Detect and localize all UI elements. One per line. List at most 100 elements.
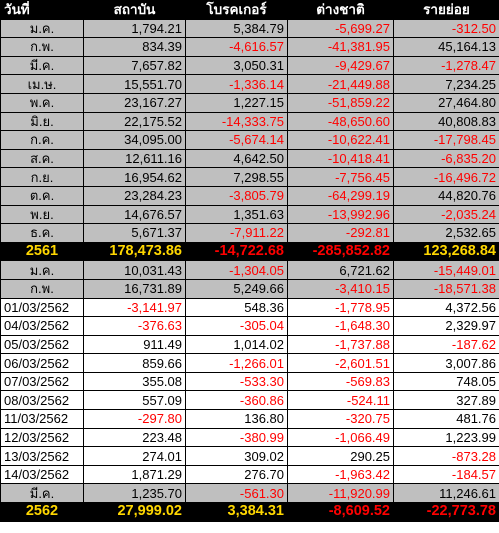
retail-value-cell[interactable]: -187.62 (393, 334, 499, 355)
broker-value-cell[interactable]: -305.04 (185, 316, 288, 336)
institution-value-cell[interactable]: 16,954.62 (83, 167, 186, 187)
institution-value-cell[interactable]: 1,871.29 (83, 464, 186, 485)
retail-value-cell[interactable]: -22,773.78 (393, 502, 499, 522)
retail-value-cell[interactable]: 7,234.25 (393, 74, 499, 94)
institution-value-cell[interactable]: 911.49 (83, 334, 186, 355)
retail-value-cell[interactable]: -17,798.45 (393, 130, 499, 150)
institution-value-cell[interactable]: 1,235.70 (83, 483, 186, 504)
retail-value-cell[interactable]: -312.50 (393, 18, 499, 39)
foreign-value-cell[interactable]: -13,992.96 (287, 204, 394, 225)
institution-value-cell[interactable]: 1,794.21 (83, 18, 186, 39)
broker-value-cell[interactable]: 3,384.31 (185, 502, 288, 522)
foreign-value-cell[interactable]: -1,737.88 (287, 334, 394, 355)
row-label-cell[interactable]: 2561 (0, 241, 84, 262)
broker-value-cell[interactable]: -380.99 (185, 427, 288, 448)
row-label-cell[interactable]: ส.ค. (0, 148, 84, 169)
retail-value-cell[interactable]: -184.57 (393, 464, 499, 485)
foreign-value-cell[interactable]: -51,859.22 (287, 92, 394, 113)
foreign-value-cell[interactable]: -48,650.60 (287, 111, 394, 132)
broker-value-cell[interactable]: -14,722.68 (185, 241, 288, 262)
row-label-cell[interactable]: 04/03/2562 (0, 316, 84, 336)
broker-value-cell[interactable]: 548.36 (185, 297, 288, 318)
broker-value-cell[interactable]: 309.02 (185, 446, 288, 466)
institution-value-cell[interactable]: 834.39 (83, 37, 186, 57)
institution-value-cell[interactable]: 34,095.00 (83, 130, 186, 150)
retail-value-cell[interactable]: -6,835.20 (393, 148, 499, 169)
institution-value-cell[interactable]: 16,731.89 (83, 278, 186, 299)
broker-value-cell[interactable]: -7,911.22 (185, 223, 288, 243)
row-label-cell[interactable]: มี.ค. (0, 55, 84, 76)
row-label-cell[interactable]: 11/03/2562 (0, 409, 84, 429)
foreign-value-cell[interactable]: -8,609.52 (287, 502, 394, 522)
retail-value-cell[interactable]: 123,268.84 (393, 241, 499, 262)
foreign-value-cell[interactable]: -285,852.82 (287, 241, 394, 262)
foreign-value-cell[interactable]: -7,756.45 (287, 167, 394, 187)
foreign-value-cell[interactable]: -41,381.95 (287, 37, 394, 57)
foreign-value-cell[interactable]: -21,449.88 (287, 74, 394, 94)
broker-value-cell[interactable]: -1,304.05 (185, 260, 288, 280)
retail-value-cell[interactable]: 27,464.80 (393, 92, 499, 113)
broker-value-cell[interactable]: 276.70 (185, 464, 288, 485)
row-label-cell[interactable]: ก.ค. (0, 130, 84, 150)
institution-value-cell[interactable]: 23,167.27 (83, 92, 186, 113)
row-label-cell[interactable]: ก.พ. (0, 37, 84, 57)
institution-value-cell[interactable]: 223.48 (83, 427, 186, 448)
foreign-value-cell[interactable]: -1,066.49 (287, 427, 394, 448)
broker-value-cell[interactable]: -5,674.14 (185, 130, 288, 150)
row-label-cell[interactable]: 14/03/2562 (0, 464, 84, 485)
retail-value-cell[interactable]: 748.05 (393, 371, 499, 392)
row-label-cell[interactable]: ก.พ. (0, 278, 84, 299)
header-broker[interactable]: โบรคเกอร์ (185, 0, 288, 20)
row-label-cell[interactable]: 13/03/2562 (0, 446, 84, 466)
broker-value-cell[interactable]: -1,336.14 (185, 74, 288, 94)
institution-value-cell[interactable]: 859.66 (83, 353, 186, 373)
foreign-value-cell[interactable]: -3,410.15 (287, 278, 394, 299)
institution-value-cell[interactable]: 178,473.86 (83, 241, 186, 262)
retail-value-cell[interactable]: 1,223.99 (393, 427, 499, 448)
row-label-cell[interactable]: 12/03/2562 (0, 427, 84, 448)
institution-value-cell[interactable]: 7,657.82 (83, 55, 186, 76)
foreign-value-cell[interactable]: -320.75 (287, 409, 394, 429)
foreign-value-cell[interactable]: -5,699.27 (287, 18, 394, 39)
foreign-value-cell[interactable]: -9,429.67 (287, 55, 394, 76)
institution-value-cell[interactable]: 27,999.02 (83, 502, 186, 522)
row-label-cell[interactable]: ม.ค. (0, 260, 84, 280)
broker-value-cell[interactable]: 3,050.31 (185, 55, 288, 76)
broker-value-cell[interactable]: 4,642.50 (185, 148, 288, 169)
foreign-value-cell[interactable]: -569.83 (287, 371, 394, 392)
institution-value-cell[interactable]: 14,676.57 (83, 204, 186, 225)
header-date[interactable]: วันที่ (0, 0, 84, 20)
retail-value-cell[interactable]: -2,035.24 (393, 204, 499, 225)
institution-value-cell[interactable]: 23,284.23 (83, 185, 186, 206)
broker-value-cell[interactable]: 1,014.02 (185, 334, 288, 355)
header-institution[interactable]: สถาบัน (83, 0, 186, 20)
row-label-cell[interactable]: มี.ค. (0, 483, 84, 504)
institution-value-cell[interactable]: -376.63 (83, 316, 186, 336)
foreign-value-cell[interactable]: -64,299.19 (287, 185, 394, 206)
institution-value-cell[interactable]: 355.08 (83, 371, 186, 392)
foreign-value-cell[interactable]: -10,418.41 (287, 148, 394, 169)
broker-value-cell[interactable]: -14,333.75 (185, 111, 288, 132)
retail-value-cell[interactable]: 45,164.13 (393, 37, 499, 57)
foreign-value-cell[interactable]: 290.25 (287, 446, 394, 466)
broker-value-cell[interactable]: -4,616.57 (185, 37, 288, 57)
institution-value-cell[interactable]: 274.01 (83, 446, 186, 466)
foreign-value-cell[interactable]: -2,601.51 (287, 353, 394, 373)
broker-value-cell[interactable]: 7,298.55 (185, 167, 288, 187)
row-label-cell[interactable]: 07/03/2562 (0, 371, 84, 392)
institution-value-cell[interactable]: 22,175.52 (83, 111, 186, 132)
row-label-cell[interactable]: ธ.ค. (0, 223, 84, 243)
retail-value-cell[interactable]: -873.28 (393, 446, 499, 466)
foreign-value-cell[interactable]: -1,778.95 (287, 297, 394, 318)
row-label-cell[interactable]: 05/03/2562 (0, 334, 84, 355)
row-label-cell[interactable]: 01/03/2562 (0, 297, 84, 318)
retail-value-cell[interactable]: 481.76 (393, 409, 499, 429)
institution-value-cell[interactable]: -3,141.97 (83, 297, 186, 318)
institution-value-cell[interactable]: -297.80 (83, 409, 186, 429)
retail-value-cell[interactable]: -15,449.01 (393, 260, 499, 280)
row-label-cell[interactable]: ม.ค. (0, 18, 84, 39)
row-label-cell[interactable]: พ.ค. (0, 92, 84, 113)
row-label-cell[interactable]: มิ.ย. (0, 111, 84, 132)
retail-value-cell[interactable]: -1,278.47 (393, 55, 499, 76)
broker-value-cell[interactable]: 1,227.15 (185, 92, 288, 113)
